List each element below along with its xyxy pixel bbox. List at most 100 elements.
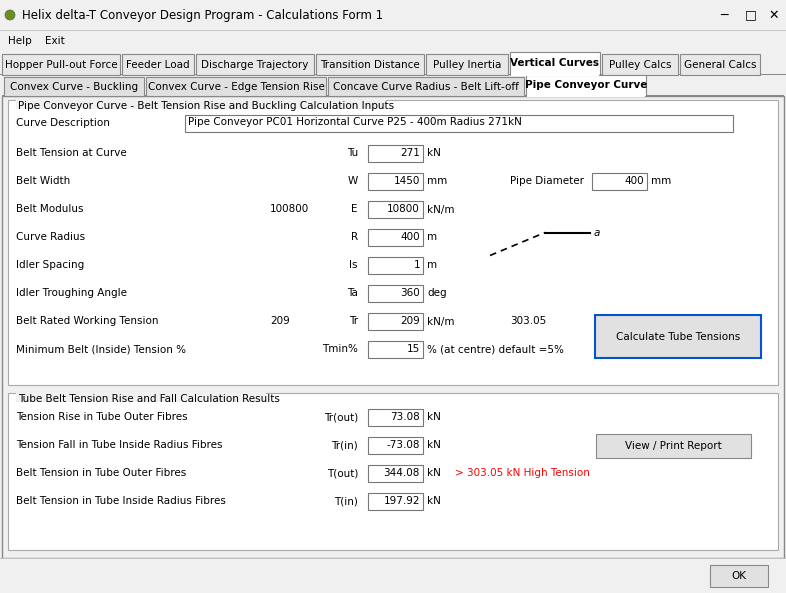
Bar — [596, 434, 751, 458]
Text: Concave Curve Radius - Belt Lift-off: Concave Curve Radius - Belt Lift-off — [333, 81, 519, 91]
Text: 100800: 100800 — [270, 205, 309, 215]
Text: Minimum Belt (Inside) Tension %: Minimum Belt (Inside) Tension % — [16, 345, 186, 355]
Text: Tr: Tr — [349, 317, 358, 327]
Text: Tr(out): Tr(out) — [324, 413, 358, 422]
Text: W: W — [347, 177, 358, 187]
Text: mm: mm — [651, 177, 671, 187]
Bar — [0, 558, 786, 559]
Text: a: a — [594, 228, 601, 238]
Text: OK: OK — [732, 571, 747, 581]
Bar — [8, 100, 778, 385]
Text: Ta: Ta — [347, 289, 358, 298]
Bar — [595, 315, 761, 358]
Text: 1450: 1450 — [394, 177, 420, 187]
Text: % (at centre) default =5%: % (at centre) default =5% — [427, 345, 564, 355]
Text: Curve Radius: Curve Radius — [16, 232, 85, 243]
Text: T(in): T(in) — [334, 496, 358, 506]
Bar — [526, 75, 646, 96]
Text: 197.92: 197.92 — [384, 496, 420, 506]
Text: Feeder Load: Feeder Load — [127, 59, 189, 69]
Bar — [368, 173, 423, 190]
Text: Curve Description: Curve Description — [16, 118, 110, 128]
Text: kN: kN — [427, 413, 441, 422]
Bar — [0, 558, 786, 593]
Bar — [4, 77, 144, 96]
Bar — [368, 201, 423, 218]
Text: ✕: ✕ — [768, 8, 778, 21]
Text: 360: 360 — [400, 289, 420, 298]
Text: 10800: 10800 — [387, 205, 420, 215]
Text: kN: kN — [427, 468, 441, 479]
Bar — [592, 173, 647, 190]
Bar — [368, 409, 423, 426]
Circle shape — [5, 10, 15, 20]
Text: General Calcs: General Calcs — [684, 59, 756, 69]
Bar — [0, 74, 786, 75]
Text: Tu: Tu — [347, 148, 358, 158]
Text: Exit: Exit — [45, 36, 64, 46]
Text: m: m — [427, 232, 437, 243]
Text: Idler Spacing: Idler Spacing — [16, 260, 84, 270]
Text: 73.08: 73.08 — [391, 413, 420, 422]
Bar — [368, 145, 423, 162]
Text: Tmin%: Tmin% — [322, 345, 358, 355]
Text: Tube Belt Tension Rise and Fall Calculation Results: Tube Belt Tension Rise and Fall Calculat… — [18, 394, 280, 404]
Bar — [511, 74, 599, 76]
Text: 400: 400 — [624, 177, 644, 187]
Bar — [16, 392, 266, 402]
Bar — [510, 52, 600, 75]
Text: Convex Curve - Edge Tension Rise: Convex Curve - Edge Tension Rise — [148, 81, 325, 91]
Bar — [368, 229, 423, 246]
Text: Pipe Conveyor PC01 Horizontal Curve P25 - 400m Radius 271kN: Pipe Conveyor PC01 Horizontal Curve P25 … — [188, 117, 522, 127]
Text: Belt Width: Belt Width — [16, 177, 70, 187]
Bar — [368, 257, 423, 274]
Bar — [368, 285, 423, 302]
Text: Convex Curve - Buckling: Convex Curve - Buckling — [10, 81, 138, 91]
Text: Help: Help — [8, 36, 31, 46]
Bar — [426, 54, 508, 75]
Text: -73.08: -73.08 — [387, 441, 420, 451]
Text: kN: kN — [427, 496, 441, 506]
Text: 303.05: 303.05 — [510, 317, 546, 327]
Text: Transition Distance: Transition Distance — [320, 59, 420, 69]
Text: Pulley Calcs: Pulley Calcs — [608, 59, 671, 69]
Bar — [368, 341, 423, 358]
Bar — [316, 54, 424, 75]
Text: kN/m: kN/m — [427, 317, 454, 327]
Text: Belt Tension in Tube Outer Fibres: Belt Tension in Tube Outer Fibres — [16, 468, 186, 479]
Bar — [0, 30, 786, 31]
Bar — [8, 393, 778, 550]
Bar — [710, 565, 768, 587]
Bar — [122, 54, 194, 75]
Text: Belt Tension in Tube Inside Radius Fibres: Belt Tension in Tube Inside Radius Fibre… — [16, 496, 226, 506]
Bar — [16, 99, 386, 109]
Bar — [2, 96, 784, 558]
Text: 209: 209 — [400, 317, 420, 327]
Text: Pipe Conveyor Curve: Pipe Conveyor Curve — [525, 81, 647, 91]
Text: Belt Modulus: Belt Modulus — [16, 205, 83, 215]
Text: Discharge Trajectory: Discharge Trajectory — [201, 59, 309, 69]
Bar — [0, 52, 786, 75]
Text: Pipe Conveyor Curve - Belt Tension Rise and Buckling Calculation Inputs: Pipe Conveyor Curve - Belt Tension Rise … — [18, 101, 394, 111]
Bar — [680, 54, 760, 75]
Bar — [2, 95, 784, 96]
Text: 271: 271 — [400, 148, 420, 158]
Bar — [196, 54, 314, 75]
Text: Is: Is — [350, 260, 358, 270]
Text: R: R — [351, 232, 358, 243]
Bar — [527, 95, 645, 97]
Text: 15: 15 — [406, 345, 420, 355]
Bar — [0, 0, 786, 30]
Text: E: E — [351, 205, 358, 215]
Bar — [368, 493, 423, 510]
Text: Idler Troughing Angle: Idler Troughing Angle — [16, 289, 127, 298]
Text: View / Print Report: View / Print Report — [625, 441, 722, 451]
Text: Helix delta-T Conveyor Design Program - Calculations Form 1: Helix delta-T Conveyor Design Program - … — [22, 8, 383, 21]
Text: kN: kN — [427, 441, 441, 451]
Text: deg: deg — [427, 289, 446, 298]
Text: Tension Rise in Tube Outer Fibres: Tension Rise in Tube Outer Fibres — [16, 413, 188, 422]
Bar — [2, 75, 784, 96]
Bar — [368, 437, 423, 454]
Bar — [368, 465, 423, 482]
Text: Pipe Diameter: Pipe Diameter — [510, 177, 584, 187]
